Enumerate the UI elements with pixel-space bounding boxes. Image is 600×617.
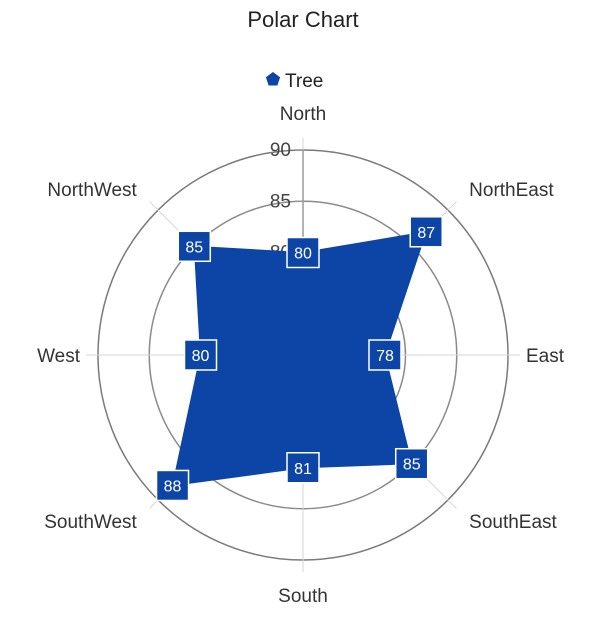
- data-label-box: [286, 452, 320, 484]
- direction-label-west: West: [37, 346, 81, 367]
- data-label-value: 80: [192, 348, 210, 365]
- data-label-southeast: 85: [394, 447, 429, 480]
- data-label-box: [155, 469, 190, 502]
- data-label-east: 78: [368, 339, 402, 371]
- direction-label-southeast: SouthEast: [469, 512, 557, 533]
- data-label-box: [177, 230, 212, 263]
- data-label-box: [394, 447, 429, 480]
- data-label-box: [286, 236, 320, 269]
- data-label-southwest: 88: [155, 469, 190, 502]
- data-label-value: 88: [164, 478, 182, 495]
- data-label-value: 80: [294, 246, 312, 263]
- legend-marker-pentagon-icon: [265, 72, 281, 86]
- data-label-box: [409, 216, 443, 248]
- data-label-south: 81: [286, 452, 320, 484]
- data-label-value: 87: [417, 225, 435, 242]
- legend-label: Tree: [285, 71, 323, 92]
- direction-label-northwest: NorthWest: [47, 180, 137, 201]
- direction-label-east: East: [526, 346, 565, 367]
- data-labels: 80 87 78 85 81 88 80 85: [155, 216, 443, 502]
- radial-tick-label: 85: [270, 191, 291, 212]
- direction-label-southwest: SouthWest: [44, 512, 137, 533]
- direction-label-northeast: NorthEast: [469, 180, 554, 201]
- data-label-value: 81: [294, 461, 312, 478]
- chart-title: Polar Chart: [247, 7, 358, 32]
- data-label-northeast: 87: [409, 216, 443, 248]
- data-label-value: 85: [403, 457, 421, 474]
- legend[interactable]: Tree: [265, 71, 323, 92]
- data-label-west: 80: [183, 339, 218, 371]
- direction-labels: North NorthEast East SouthEast South SouthWes…: [37, 104, 565, 607]
- data-label-north: 80: [286, 236, 320, 269]
- direction-label-north: North: [280, 104, 326, 125]
- data-label-value: 78: [376, 348, 394, 365]
- data-label-value: 85: [185, 239, 203, 256]
- radial-tick-label: 90: [270, 140, 291, 161]
- direction-label-south: South: [278, 586, 328, 607]
- data-label-box: [183, 339, 218, 371]
- data-label-box: [368, 339, 402, 371]
- data-label-northwest: 85: [177, 230, 212, 263]
